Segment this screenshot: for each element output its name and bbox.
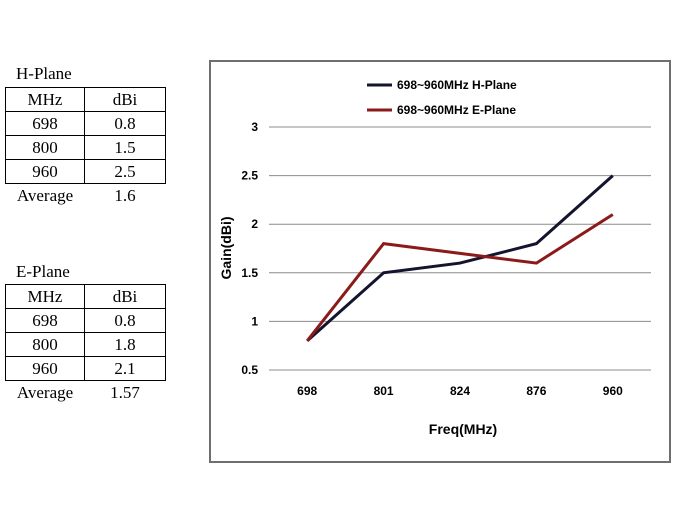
table-row: 960 2.1 xyxy=(5,356,166,381)
x-axis-title: Freq(MHz) xyxy=(429,421,497,437)
y-tick-label: 2 xyxy=(251,217,258,231)
average-label: Average xyxy=(16,185,74,205)
cell-mhz: 698 xyxy=(5,308,85,333)
table-row: 800 1.5 xyxy=(5,135,166,160)
average-row: Average 1.57 xyxy=(6,381,166,405)
y-tick-label: 3 xyxy=(251,120,258,134)
y-tick-label: 1 xyxy=(251,314,258,328)
average-label: Average xyxy=(16,382,74,402)
header-dbi: dBi xyxy=(84,87,166,112)
x-tick-label: 801 xyxy=(374,384,394,398)
table-header-row: MHz dBi xyxy=(5,284,166,309)
series-line-e-plane xyxy=(306,213,614,342)
cell-mhz: 960 xyxy=(5,159,85,184)
y-tick-label: 2.5 xyxy=(241,169,258,183)
cell-mhz: 960 xyxy=(5,356,85,381)
table-row: 698 0.8 xyxy=(5,308,166,333)
y-axis-title: Gain(dBi) xyxy=(218,217,234,280)
average-row: Average 1.6 xyxy=(6,184,166,208)
legend-label: 698~960MHz H-Plane xyxy=(397,78,517,92)
table-row: 800 1.8 xyxy=(5,332,166,357)
cell-dbi: 2.5 xyxy=(84,159,166,184)
e-plane-title: E-Plane xyxy=(16,262,70,281)
y-tick-label: 0.5 xyxy=(241,363,258,377)
table-row: 698 0.8 xyxy=(5,111,166,136)
x-tick-label: 876 xyxy=(526,384,546,398)
legend-label: 698~960MHz E-Plane xyxy=(397,103,516,117)
cell-dbi: 2.1 xyxy=(84,356,166,381)
cell-mhz: 800 xyxy=(5,332,85,357)
y-tick-label: 1.5 xyxy=(241,266,258,280)
cell-dbi: 0.8 xyxy=(84,111,166,136)
cell-dbi: 1.8 xyxy=(84,332,166,357)
header-dbi: dBi xyxy=(84,284,166,309)
x-tick-label: 698 xyxy=(297,384,317,398)
table-header-row: MHz dBi xyxy=(5,87,166,112)
table-row: 960 2.5 xyxy=(5,159,166,184)
header-mhz: MHz xyxy=(5,87,85,112)
x-tick-label: 960 xyxy=(603,384,623,398)
series-line-h-plane xyxy=(306,174,614,342)
average-value: 1.6 xyxy=(114,185,136,205)
average-value: 1.57 xyxy=(110,382,140,402)
cell-mhz: 698 xyxy=(5,111,85,136)
h-plane-table: MHz dBi 698 0.8 800 1.5 960 2.5 Average … xyxy=(5,87,166,207)
h-plane-title: H-Plane xyxy=(16,64,72,83)
cell-dbi: 0.8 xyxy=(84,308,166,333)
header-mhz: MHz xyxy=(5,284,85,309)
e-plane-table: MHz dBi 698 0.8 800 1.8 960 2.1 Average … xyxy=(5,284,166,404)
x-tick-label: 824 xyxy=(450,384,470,398)
